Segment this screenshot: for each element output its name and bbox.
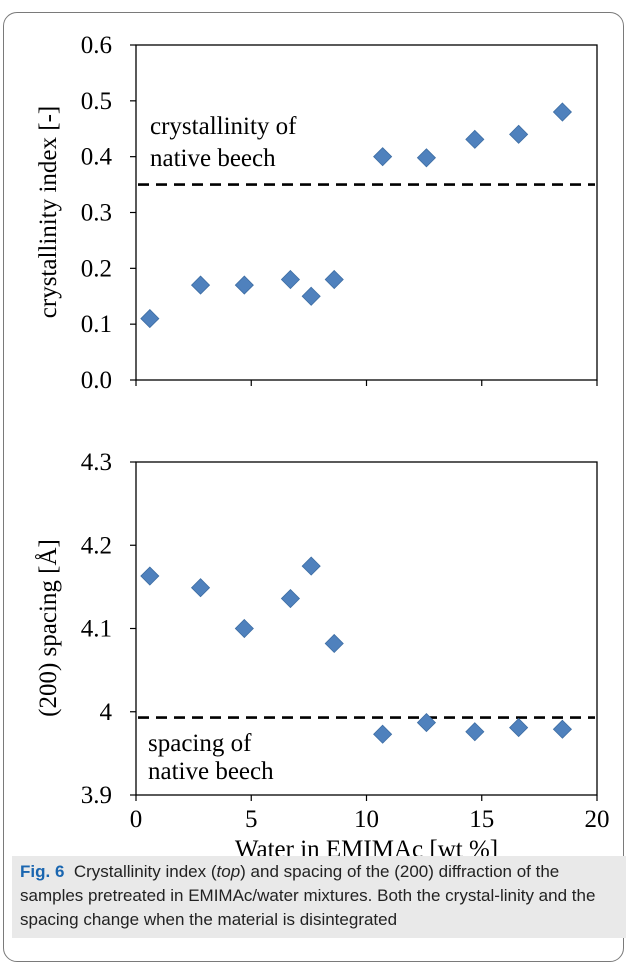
data-point-1: [552, 102, 572, 122]
data-point-2: [301, 556, 321, 576]
data-point-1: [324, 269, 344, 290]
reference-label-line2-2: native beech: [148, 758, 274, 785]
y-axis-label-2: (200) spacing [Å]: [35, 539, 62, 717]
y-axis-label-1: crystallinity index [-]: [35, 106, 62, 318]
data-point-2: [509, 718, 529, 738]
x-tick-label: 10: [354, 806, 379, 833]
x-tick-label: 15: [469, 806, 494, 833]
figure-label: Fig. 6: [20, 862, 65, 881]
figure-caption: Fig. 6 Crystallinity index (top) and spa…: [12, 856, 626, 938]
y-tick-label-1: 0.1: [81, 311, 112, 338]
data-point-1: [190, 275, 211, 295]
data-point-1: [509, 124, 529, 144]
y-tick-label-2: 3.9: [81, 782, 112, 809]
figure-frame: [3, 12, 624, 962]
x-tick-label: 20: [585, 806, 610, 833]
figure-chart: 0.0 0.1 0.2 0.3 0.4 0.5 0.6 crystallinity index…: [35, 32, 610, 860]
data-point-2: [465, 722, 485, 742]
y-tick-label-1: 0.4: [81, 144, 113, 171]
data-point-2: [280, 588, 301, 609]
data-point-1: [140, 309, 160, 329]
y-tick-label-1: 0.0: [81, 367, 112, 394]
data-point-2: [324, 633, 344, 654]
data-point-2: [234, 618, 254, 639]
y-tick-label-2: 4.2: [81, 532, 112, 559]
y-tick-label-1: 0.6: [81, 32, 112, 59]
data-point-1: [465, 129, 485, 149]
data-point-1: [280, 269, 301, 290]
reference-label-line2-1: native beech: [150, 145, 276, 172]
data-point-2: [552, 719, 572, 739]
y-tick-label-2: 4.1: [81, 616, 112, 643]
caption-top-word: top: [216, 862, 241, 881]
data-point-1: [416, 148, 436, 168]
data-point-1: [301, 286, 321, 306]
reference-label-line1-1: crystallinity of: [150, 113, 297, 140]
data-point-2: [190, 578, 211, 598]
y-tick-label-2: 4: [100, 699, 113, 726]
y-tick-label-1: 0.2: [81, 255, 112, 282]
data-point-2: [416, 713, 436, 733]
data-point-1: [373, 147, 393, 167]
y-tick-label-1: 0.3: [81, 200, 112, 227]
x-tick-label: 0: [130, 806, 143, 833]
y-tick-label-1: 0.5: [81, 88, 112, 115]
data-point-2: [373, 724, 393, 744]
data-point-2: [140, 566, 160, 586]
caption-text-part1: Crystallinity index (: [73, 862, 217, 881]
y-tick-label-2: 4.3: [81, 449, 112, 476]
reference-label-line1-2: spacing of: [148, 730, 252, 757]
x-tick-label: 5: [245, 806, 258, 833]
data-point-1: [234, 275, 254, 295]
plot-area-1: [135, 44, 598, 381]
caption-text-part2: ) and spacing of the (200) diffraction o…: [20, 862, 596, 929]
